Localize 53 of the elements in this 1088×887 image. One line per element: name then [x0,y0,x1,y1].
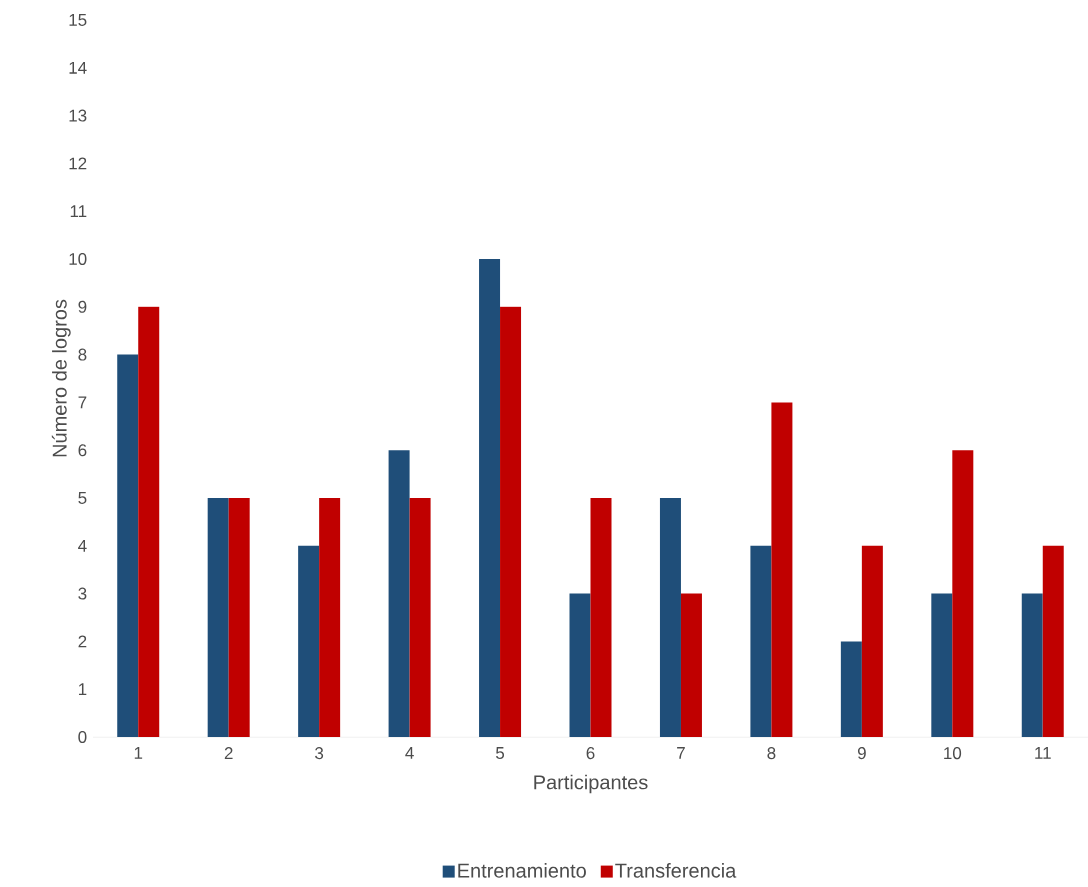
x-tick-label: 10 [944,747,962,760]
y-tick-label: 3 [78,587,87,600]
bar [771,402,793,737]
bar [590,497,612,737]
legend-label: Entrenamiento [458,863,586,878]
y-tick-label: 1 [78,683,87,696]
x-axis-title: Participantes [534,774,648,794]
bar [409,497,431,737]
x-tick-label: 2 [224,747,233,759]
x-tick-label: 11 [1035,747,1051,759]
y-tick-label: 4 [78,539,87,552]
bar [952,450,974,737]
y-tick-label: 14 [69,61,87,74]
y-tick-label: 7 [78,396,87,409]
bar [750,545,772,737]
bar [388,450,410,737]
bar [319,497,341,737]
y-tick-label: 0 [78,730,87,744]
x-tick-label: 4 [405,747,414,759]
y-tick-label: 13 [69,109,87,122]
y-tick-label: 8 [78,348,87,361]
bar [680,593,702,737]
y-tick-label: 11 [70,205,87,218]
bar [207,497,229,737]
y-tick-label: 9 [78,300,87,313]
legend-label: Transferencia [615,863,737,878]
y-tick-label: 15 [69,14,87,26]
y-tick-label: 10 [69,252,87,266]
y-tick-label: 5 [78,492,87,504]
bar [861,545,883,737]
y-axis-title: Número de logros [51,299,71,457]
bar [840,641,862,737]
bar [500,306,522,737]
bar [298,545,320,737]
y-tick-label: 2 [78,635,87,648]
bar [1021,593,1043,737]
bar [479,258,501,737]
x-tick-label: 5 [496,747,505,759]
bar [569,593,591,737]
bar [228,497,250,737]
x-tick-label: 6 [586,747,595,760]
x-tick-label: 1 [134,747,143,759]
bar [1042,545,1064,737]
x-tick-label: 7 [677,747,685,759]
y-tick-label: 12 [69,157,87,170]
bar [931,593,953,737]
bar [117,354,139,737]
x-tick-label: 9 [857,747,866,760]
bar [659,497,681,737]
y-tick-label: 6 [78,444,87,457]
x-tick-label: 8 [767,747,776,760]
x-tick-label: 3 [315,747,324,760]
bar [138,306,160,737]
